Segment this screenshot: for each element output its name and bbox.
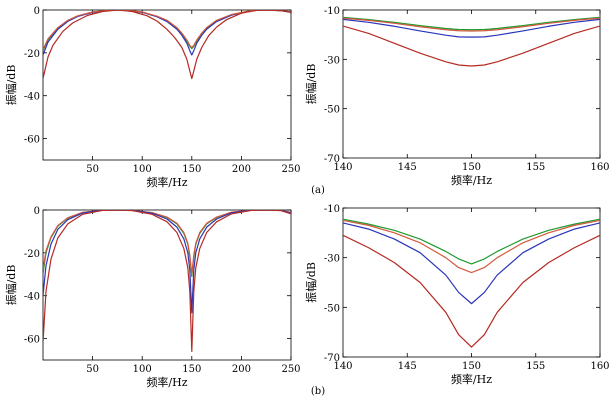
x-tick-label: 150 [182, 364, 201, 375]
y-tick-label: -40 [24, 92, 40, 103]
x-tick-label: 200 [232, 164, 251, 175]
x-tick-label: 100 [133, 164, 152, 175]
plot-frame [42, 209, 292, 361]
series-line-orange [43, 210, 291, 275]
y-tick-label: -70 [324, 154, 340, 165]
chart-a-left: 50 100 150 200 250 0 -20 -40 -60 频率/Hz 振幅/dB [4, 6, 301, 189]
series-line-red [43, 10, 291, 80]
y-tick-label: -40 [24, 292, 40, 303]
y-axis-label: 振幅/dB [4, 265, 18, 306]
x-axis-label: 频率/Hz [146, 375, 187, 389]
series-line-orange [343, 17, 600, 32]
caption-a: (a) [311, 185, 325, 196]
series-line-blue [343, 18, 600, 38]
y-axis-label: 振幅/dB [304, 262, 318, 303]
y-axis-label: 振幅/dB [4, 65, 18, 106]
chart-b-left: 50 100 150 200 250 0 -20 -40 -60 频率/Hz 振幅/dB [4, 206, 301, 389]
x-tick-label: 145 [398, 162, 417, 173]
x-tick-label: 140 [333, 162, 352, 173]
x-tick-label: 250 [281, 164, 300, 175]
y-tick-label: -30 [324, 254, 340, 265]
y-tick-label: -20 [24, 249, 40, 260]
chart-b-right: 140 145 150 155 160 -10 -30 -50 -70 频率/Hz 振幅/dB [304, 204, 610, 386]
y-tick-label: -10 [324, 6, 340, 17]
x-tick-label: 200 [232, 364, 251, 375]
y-tick-label: -10 [324, 204, 340, 215]
y-tick-label: -60 [24, 335, 40, 346]
series-line-orange [343, 219, 600, 274]
x-tick-label: 150 [182, 164, 201, 175]
x-tick-label: 145 [398, 361, 417, 372]
x-tick-label: 155 [526, 361, 545, 372]
x-axis-label: 频率/Hz [451, 173, 492, 187]
series-line-blue [343, 222, 600, 305]
y-tick-label: -30 [324, 55, 340, 66]
x-tick-label: 160 [590, 361, 609, 372]
series-line-green [43, 210, 291, 278]
caption-b: (b) [311, 386, 325, 397]
x-axis-label: 频率/Hz [451, 372, 492, 386]
series-line-green [343, 218, 600, 265]
series-line-red [43, 210, 291, 353]
y-axis-label: 振幅/dB [304, 64, 318, 105]
y-tick-label: -20 [24, 49, 40, 60]
x-tick-label: 50 [86, 364, 99, 375]
series-line-orange [43, 10, 291, 50]
chart-a-right: 140 145 150 155 160 -10 -30 -50 -70 频率/Hz 振幅/dB [304, 6, 610, 187]
plot-frame [342, 9, 601, 159]
plot-frame [342, 207, 601, 358]
y-tick-label: -70 [324, 353, 340, 364]
y-tick-label: -50 [324, 303, 340, 314]
x-tick-label: 250 [281, 364, 300, 375]
series-line-red [343, 234, 600, 348]
y-tick-label: -60 [24, 135, 40, 146]
y-tick-label: 0 [34, 6, 40, 17]
x-tick-label: 160 [590, 162, 609, 173]
series-line-blue [43, 210, 291, 314]
x-tick-label: 100 [133, 364, 152, 375]
x-tick-label: 150 [462, 361, 481, 372]
x-tick-label: 50 [86, 164, 99, 175]
x-tick-label: 150 [462, 162, 481, 173]
series-line-green [343, 16, 600, 31]
y-tick-label: 0 [34, 206, 40, 217]
plot-frame [42, 9, 292, 161]
series-line-blue [43, 10, 291, 56]
x-tick-label: 140 [333, 361, 352, 372]
x-tick-label: 155 [526, 162, 545, 173]
series-line-red [343, 25, 600, 67]
x-axis-label: 频率/Hz [146, 175, 187, 189]
y-tick-label: -50 [324, 105, 340, 116]
